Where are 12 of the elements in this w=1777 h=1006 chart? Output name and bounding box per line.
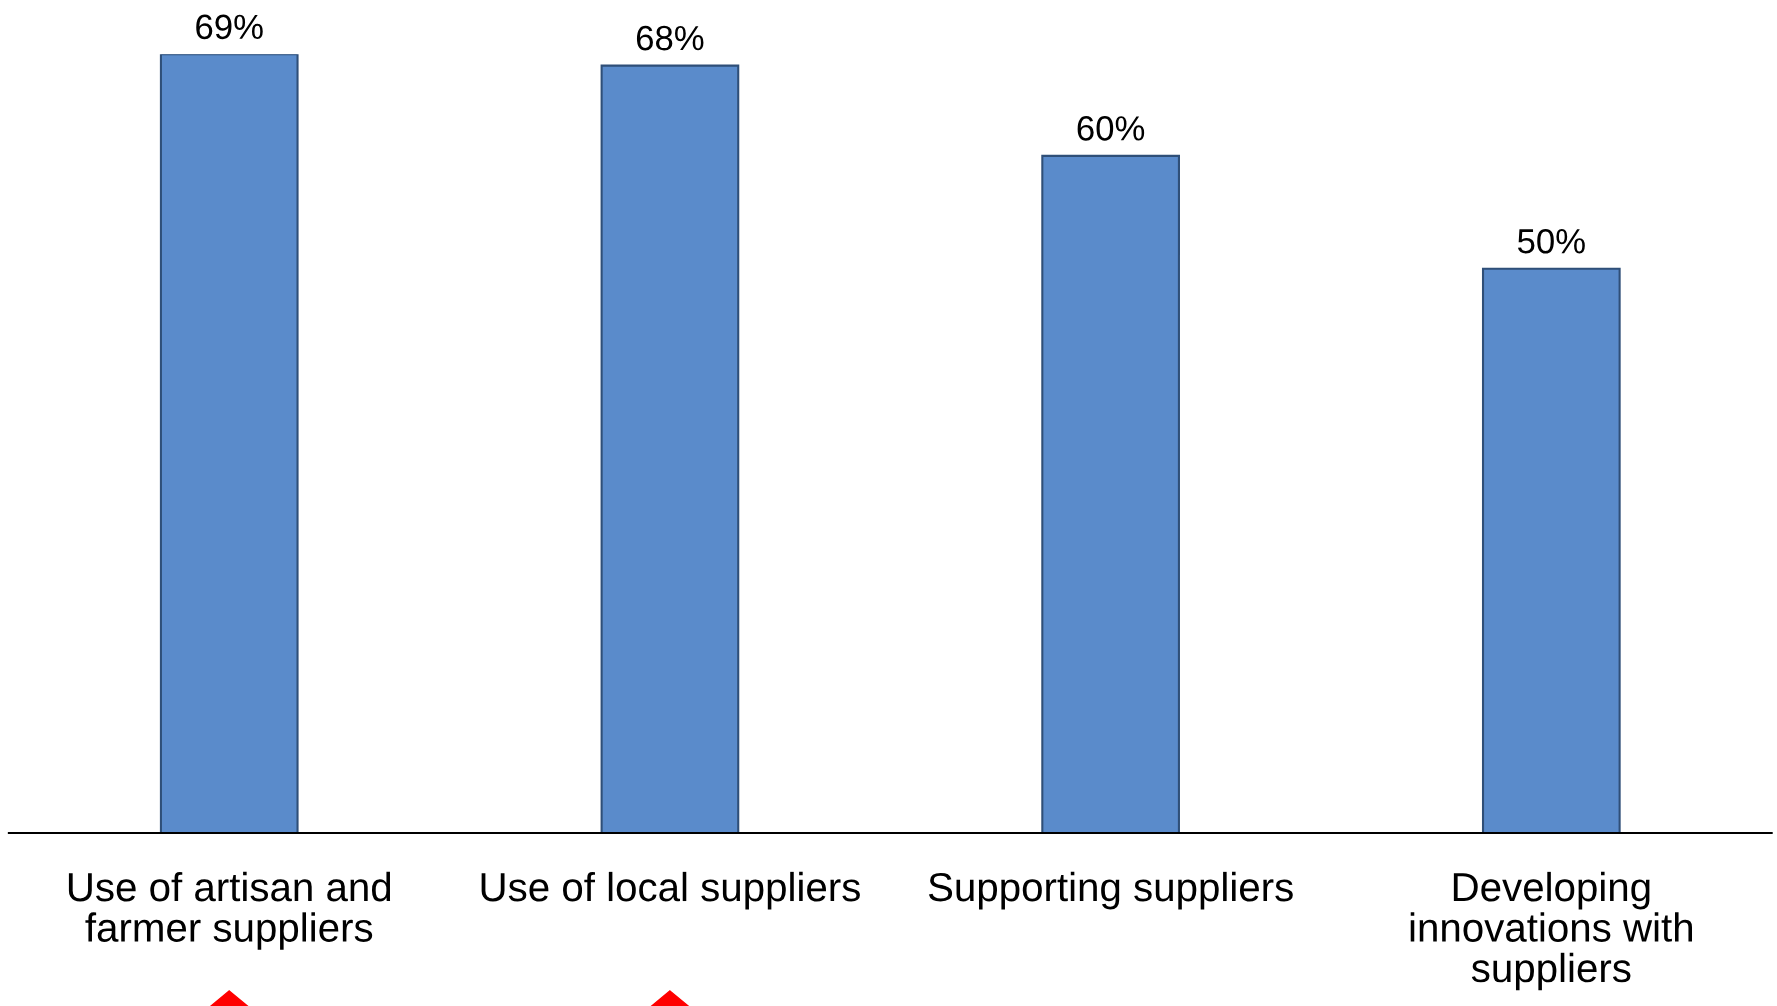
data-label: 60% <box>1077 116 1145 141</box>
bar <box>1481 267 1621 833</box>
x-tick-label: Developing innovations with suppliers <box>1410 871 1693 991</box>
bar <box>159 54 299 833</box>
bar <box>1041 154 1180 833</box>
x-tick-label: Use of local suppliers <box>481 871 860 910</box>
x-tick-label: Use of artisan and farmer suppliers <box>68 871 391 950</box>
data-label: 68% <box>636 25 704 51</box>
data-label: 69% <box>196 14 263 40</box>
bar <box>600 64 740 833</box>
x-tick-label: Supporting suppliers <box>928 871 1293 910</box>
data-label: 50% <box>1517 228 1585 254</box>
